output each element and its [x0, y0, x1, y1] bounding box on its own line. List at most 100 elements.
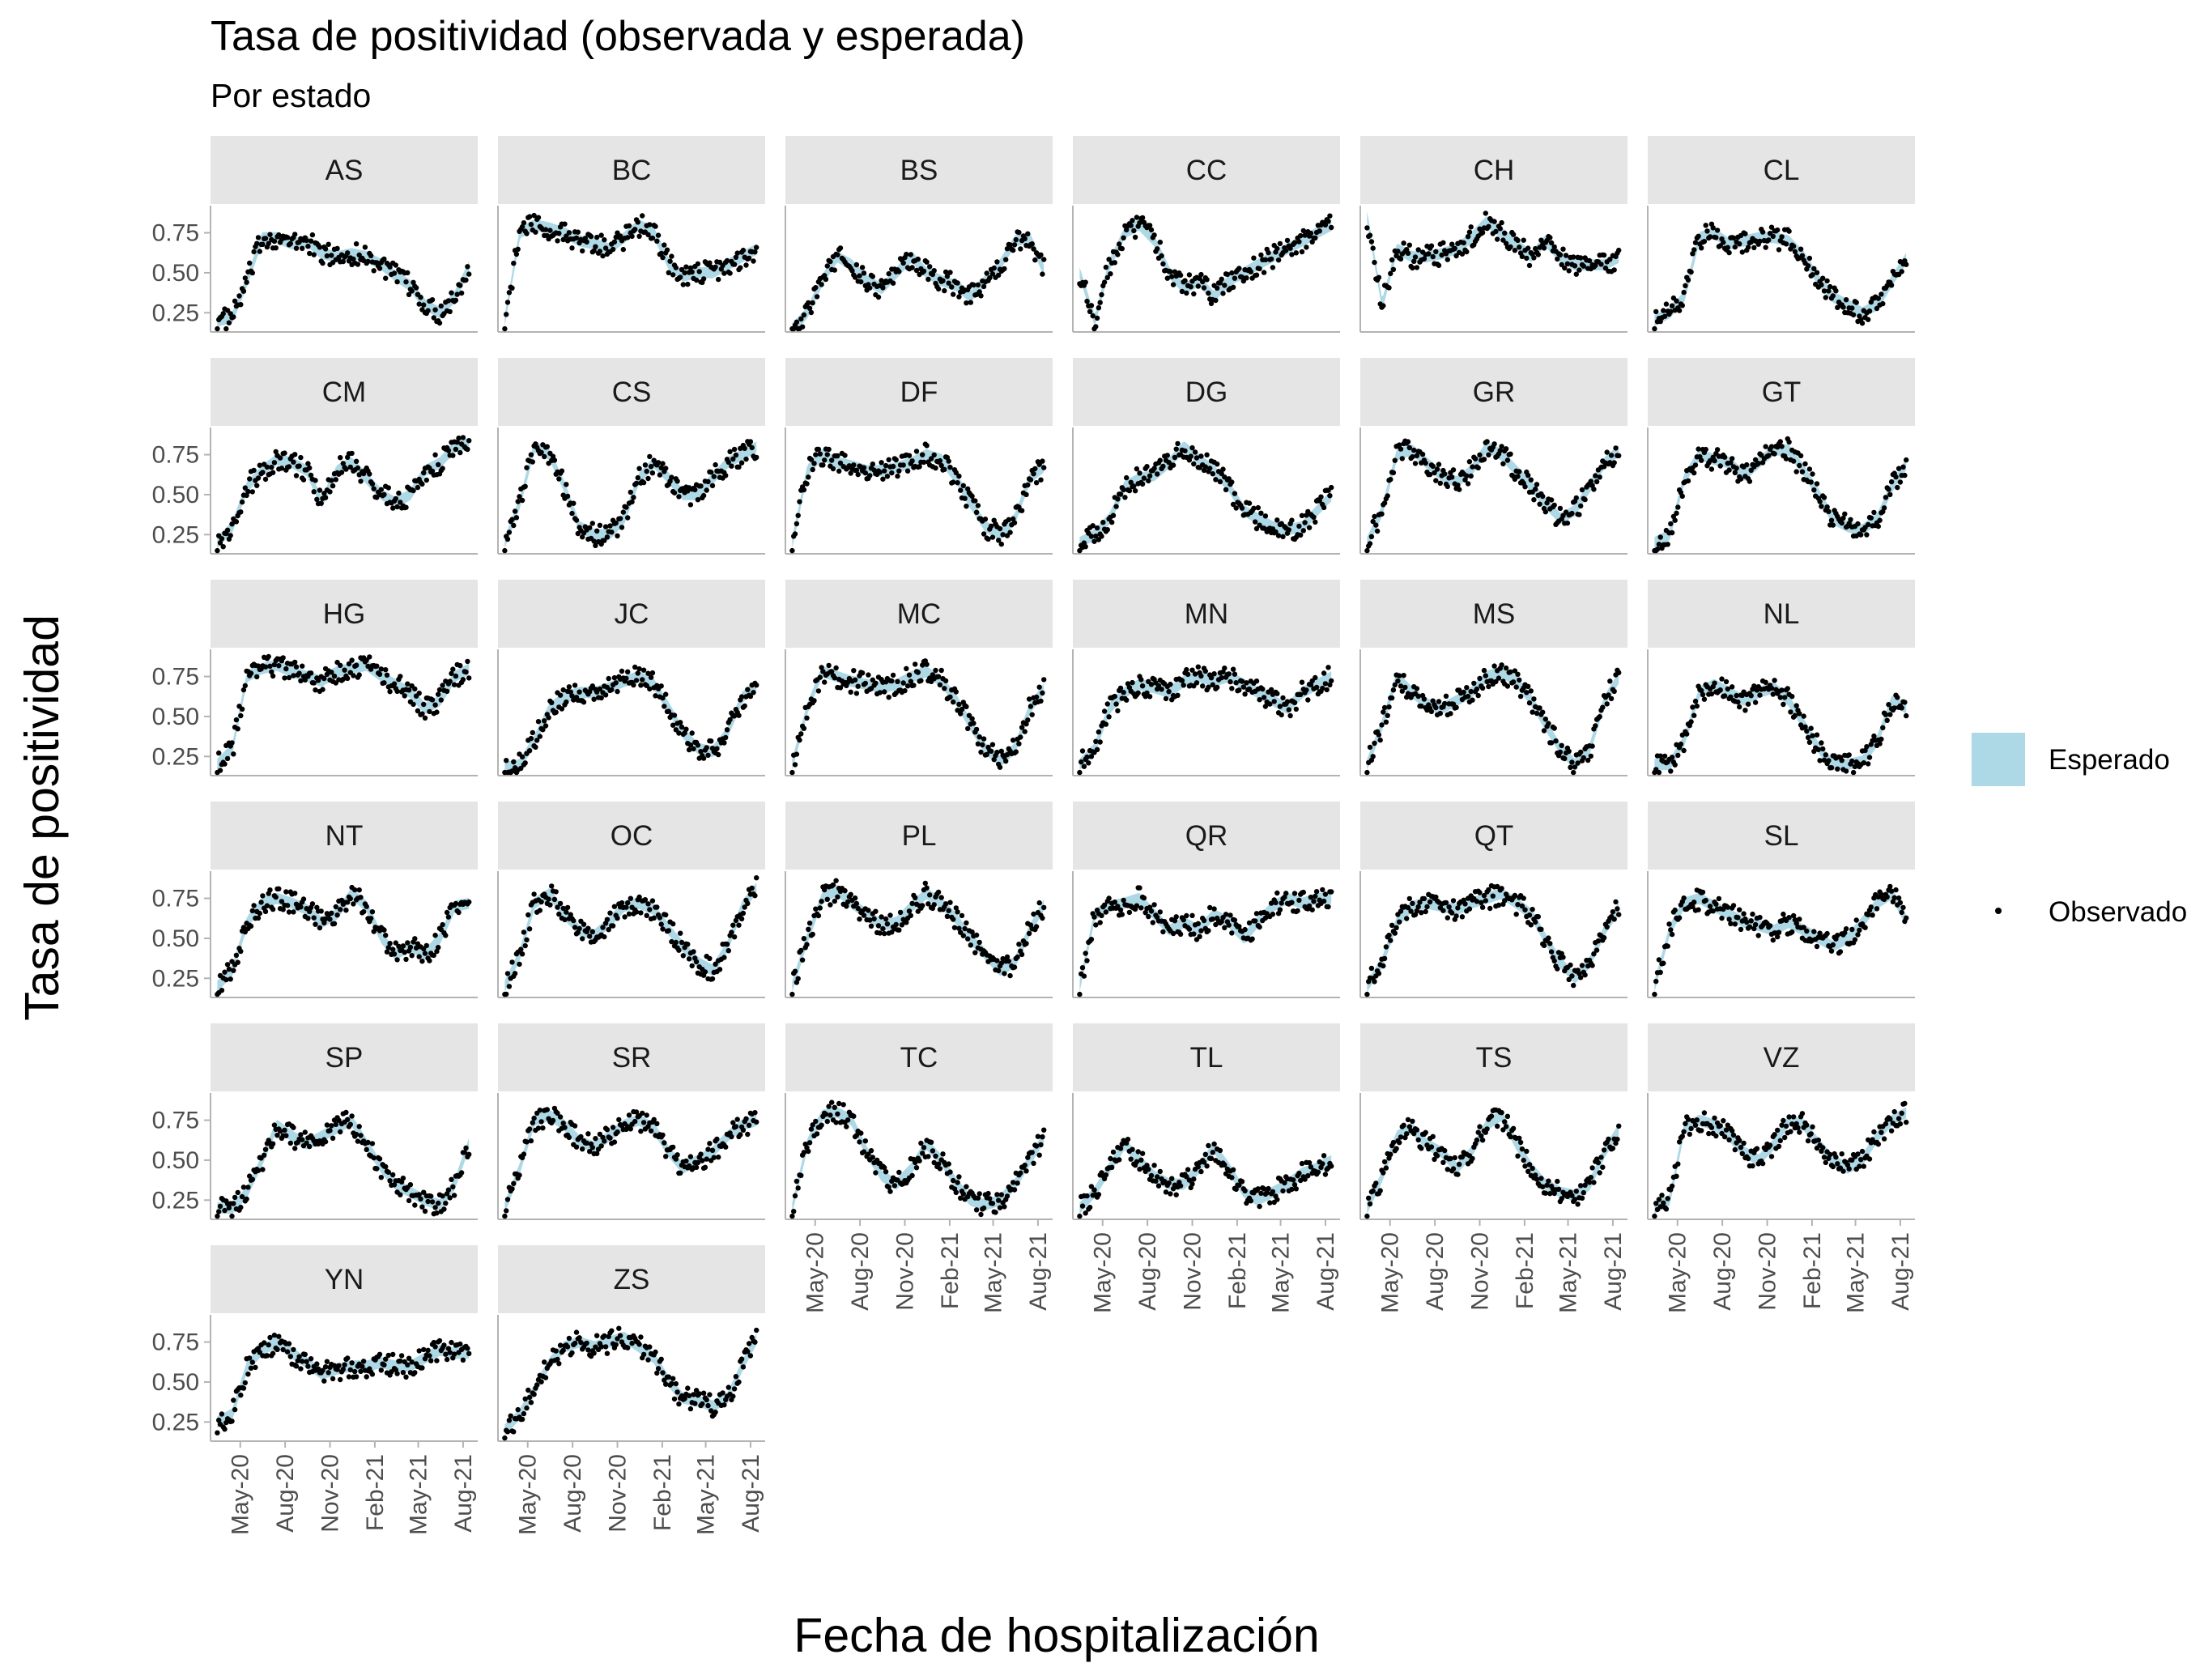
- observed-point: [428, 1193, 434, 1199]
- strip-background: [498, 136, 765, 204]
- observed-point: [538, 449, 544, 455]
- observed-point: [662, 242, 667, 248]
- observed-point: [938, 895, 944, 900]
- observed-point: [1210, 917, 1216, 922]
- observed-point: [960, 483, 967, 488]
- observed-point: [951, 479, 956, 485]
- observed-point: [1193, 680, 1200, 686]
- observed-point: [1208, 675, 1215, 681]
- observed-point: [1790, 243, 1797, 249]
- strip-background: [1648, 358, 1915, 426]
- observed-point: [1130, 1146, 1135, 1152]
- observed-point: [1487, 905, 1493, 912]
- observed-point: [1317, 498, 1322, 504]
- observed-point: [1274, 890, 1280, 896]
- observed-point: [1537, 501, 1542, 507]
- observed-point: [1788, 709, 1793, 715]
- observed-point: [1410, 265, 1415, 271]
- observed-point: [347, 895, 353, 902]
- observed-point: [1763, 444, 1768, 449]
- observed-point: [1029, 712, 1035, 717]
- observed-point: [314, 496, 320, 502]
- observed-point: [1535, 252, 1542, 257]
- observed-point: [848, 891, 853, 898]
- observed-point: [1327, 213, 1333, 219]
- observed-point: [566, 1134, 572, 1141]
- observed-point: [1858, 532, 1864, 538]
- observed-point: [419, 481, 425, 487]
- observed-point: [315, 678, 321, 683]
- observed-point: [1768, 224, 1775, 230]
- panel-oc: OC: [497, 802, 765, 998]
- panel-gt: GT: [1647, 358, 1915, 555]
- observed-point: [984, 270, 989, 276]
- observed-point: [721, 740, 727, 746]
- observed-point: [1304, 245, 1309, 250]
- observed-point: [1215, 285, 1220, 291]
- observed-point: [1597, 474, 1602, 480]
- observed-point: [1669, 931, 1675, 938]
- observed-point: [1449, 910, 1455, 916]
- observed-point: [1093, 738, 1099, 744]
- observed-point: [1388, 270, 1393, 276]
- observed-point: [884, 474, 891, 479]
- strip-label: BC: [612, 155, 652, 186]
- observed-point: [1172, 454, 1178, 461]
- observed-point: [355, 1138, 361, 1144]
- x-tick-label: Aug-20: [1134, 1232, 1161, 1311]
- observed-point: [754, 683, 759, 688]
- observed-point: [1691, 712, 1697, 718]
- observed-point: [551, 896, 558, 903]
- observed-point: [1672, 762, 1678, 768]
- observed-point: [1712, 680, 1717, 686]
- observed-point: [1582, 972, 1588, 978]
- strip-label: HG: [323, 598, 366, 630]
- observed-point: [269, 465, 274, 470]
- observed-point: [1232, 491, 1238, 496]
- observed-point: [804, 481, 810, 487]
- observed-point: [1450, 898, 1457, 904]
- observed-point: [1181, 683, 1186, 688]
- observed-point: [959, 706, 965, 712]
- observed-point: [883, 916, 889, 922]
- observed-point: [1137, 470, 1142, 476]
- observed-point: [1320, 887, 1325, 893]
- observed-point: [1553, 738, 1559, 744]
- observed-point: [1401, 240, 1406, 246]
- observed-point: [673, 727, 679, 733]
- observed-point: [704, 745, 709, 751]
- observed-point: [826, 446, 832, 453]
- observed-point: [257, 910, 262, 917]
- observed-point: [1448, 711, 1453, 717]
- observed-point: [1099, 291, 1104, 298]
- observed-point: [1781, 701, 1786, 708]
- strip-label: DF: [900, 376, 938, 408]
- observed-point: [859, 670, 866, 676]
- observed-point: [1260, 686, 1266, 692]
- observed-point: [1230, 666, 1236, 672]
- observed-point: [524, 937, 530, 943]
- observed-point: [1219, 470, 1224, 477]
- observed-point: [799, 324, 806, 330]
- observed-point: [447, 308, 453, 315]
- observed-point: [1437, 480, 1444, 486]
- x-tick-label: May-21: [981, 1232, 1007, 1313]
- observed-point: [223, 976, 229, 983]
- observed-point: [1493, 678, 1499, 685]
- observed-point: [1726, 467, 1732, 473]
- observed-point: [904, 920, 909, 925]
- panel-gr: GR: [1359, 358, 1627, 555]
- observed-point: [1040, 271, 1045, 277]
- observed-point: [273, 245, 279, 251]
- observed-point: [822, 679, 828, 685]
- observed-point: [262, 908, 269, 915]
- observed-point: [1094, 525, 1100, 531]
- observed-point: [1483, 211, 1489, 216]
- observed-point: [731, 446, 738, 453]
- y-tick-label: 0.50: [152, 482, 199, 508]
- observed-point: [679, 939, 685, 946]
- observed-point: [931, 902, 937, 908]
- observed-point: [1179, 288, 1185, 295]
- observed-point: [396, 490, 402, 496]
- observed-point: [1748, 693, 1754, 699]
